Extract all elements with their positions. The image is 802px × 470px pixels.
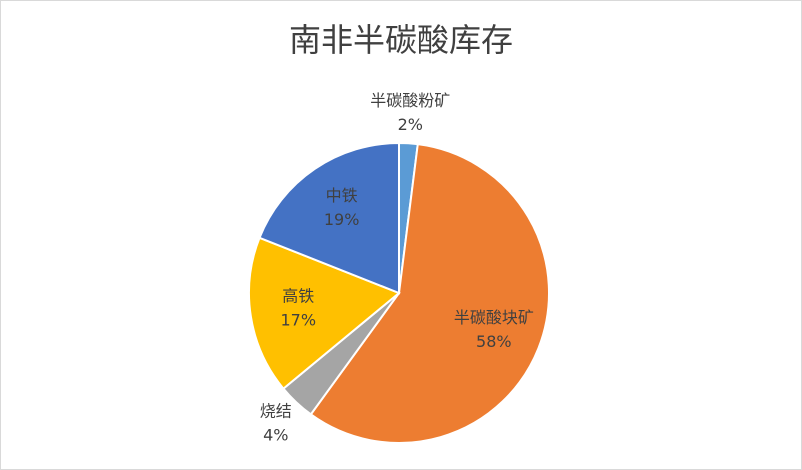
chart-title: 南非半碳酸库存 bbox=[289, 21, 513, 59]
value-label: 19% bbox=[324, 210, 360, 229]
value-label: 17% bbox=[280, 310, 316, 329]
value-label: 58% bbox=[476, 332, 512, 351]
pie-slice bbox=[309, 143, 550, 444]
slice-label: 烧结 bbox=[260, 402, 292, 421]
pie-slice bbox=[248, 236, 401, 391]
slice-label: 高铁 bbox=[282, 286, 314, 305]
slice-label: 半碳酸块矿 bbox=[454, 308, 534, 327]
value-label: 2% bbox=[398, 115, 423, 134]
pie-slice bbox=[258, 141, 400, 295]
slice-label: 中铁 bbox=[326, 186, 358, 205]
value-label: 4% bbox=[263, 426, 288, 445]
slice-label: 半碳酸粉矿 bbox=[370, 91, 450, 110]
